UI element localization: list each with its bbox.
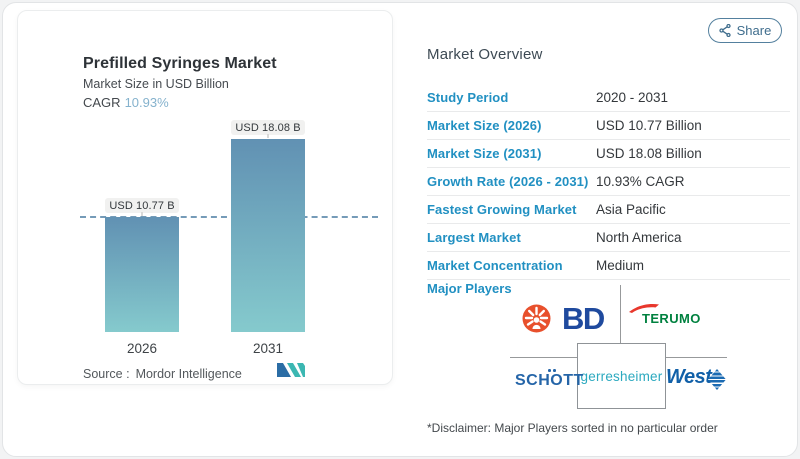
table-row: Largest Market North America xyxy=(427,224,790,252)
west-diamond-icon xyxy=(708,369,726,390)
terumo-logo: TERUMO xyxy=(642,311,701,326)
table-row: Market Size (2026) USD 10.77 Billion xyxy=(427,112,790,140)
gerresheimer-logo: gerresheimer xyxy=(580,368,663,384)
row-value: 10.93% CAGR xyxy=(596,174,685,189)
table-row: Market Concentration Medium xyxy=(427,252,790,280)
logo-divider-horizontal xyxy=(510,357,577,358)
overview-heading: Market Overview xyxy=(427,46,543,63)
row-value: USD 18.08 Billion xyxy=(596,146,702,161)
row-value: 2020 - 2031 xyxy=(596,90,669,105)
row-value: Asia Pacific xyxy=(596,202,666,217)
bd-logo-icon xyxy=(522,304,551,333)
major-players-label: Major Players xyxy=(427,281,512,296)
schott-logo: SCHOTT xyxy=(515,372,584,389)
disclaimer-text: *Disclaimer: Major Players sorted in no … xyxy=(427,421,718,435)
row-label: Market Concentration xyxy=(427,258,563,273)
cagr-value: 10.93% xyxy=(124,95,169,110)
cagr-line: CAGR 10.93% xyxy=(83,95,169,110)
gerresheimer-logo-box: gerresheimer xyxy=(577,343,666,409)
table-row: Market Size (2031) USD 18.08 Billion xyxy=(427,140,790,168)
share-label: Share xyxy=(736,23,772,38)
share-icon xyxy=(718,24,731,37)
terumo-swoosh-icon xyxy=(629,304,659,313)
row-label: Fastest Growing Market xyxy=(427,202,577,217)
chart-card: Prefilled Syringes Market Market Size in… xyxy=(17,10,393,385)
bd-logo: BD xyxy=(562,301,605,336)
share-button[interactable]: Share xyxy=(708,18,782,43)
x-axis-label-2026: 2026 xyxy=(126,341,158,356)
bar-2031 xyxy=(231,139,305,332)
table-row: Study Period 2020 - 2031 xyxy=(427,84,790,112)
source-name: Mordor Intelligence xyxy=(135,367,242,381)
table-row: Fastest Growing Market Asia Pacific xyxy=(427,196,790,224)
mordor-intelligence-logo xyxy=(277,363,305,377)
row-label: Market Size (2026) xyxy=(427,118,542,133)
schott-logo-dots-icon xyxy=(548,369,560,372)
overview-table: Study Period 2020 - 2031 Market Size (20… xyxy=(427,84,790,280)
x-axis-label-2031: 2031 xyxy=(252,341,284,356)
west-logo: West xyxy=(666,366,712,388)
bar-2026 xyxy=(105,217,179,332)
label-pointer-tick xyxy=(267,134,269,138)
bar-value-label-2031: USD 18.08 B xyxy=(231,120,305,135)
reference-dashed-line xyxy=(80,216,378,218)
row-label: Growth Rate (2026 - 2031) xyxy=(427,174,589,189)
chart-title: Prefilled Syringes Market xyxy=(83,55,277,72)
row-label: Market Size (2031) xyxy=(427,146,542,161)
logo-divider-horizontal xyxy=(665,357,727,358)
row-value: Medium xyxy=(596,258,645,273)
row-value: North America xyxy=(596,230,682,245)
row-label: Largest Market xyxy=(427,230,521,245)
label-pointer-tick xyxy=(141,212,143,216)
logo-divider-vertical xyxy=(620,285,621,343)
bar-value-label-2026: USD 10.77 B xyxy=(105,198,179,213)
cagr-label: CAGR xyxy=(83,95,121,110)
row-value: USD 10.77 Billion xyxy=(596,118,702,133)
row-label: Study Period xyxy=(427,90,509,105)
table-row: Growth Rate (2026 - 2031) 10.93% CAGR xyxy=(427,168,790,196)
chart-subtitle: Market Size in USD Billion xyxy=(83,77,229,91)
source-label: Source : xyxy=(83,367,130,381)
source-line: Source : Mordor Intelligence xyxy=(83,367,242,381)
